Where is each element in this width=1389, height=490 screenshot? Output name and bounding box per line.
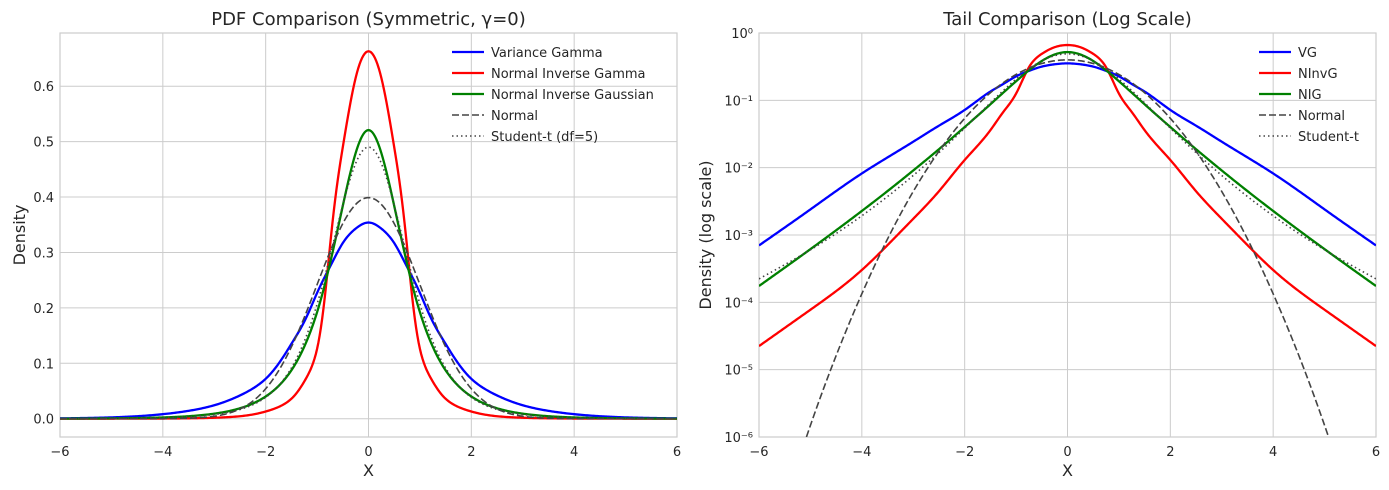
y-tick-label: 10⁻² xyxy=(724,162,753,177)
chart-title: PDF Comparison (Symmetric, γ=0) xyxy=(211,9,526,30)
series-line-2 xyxy=(759,43,1376,348)
chart-title: Tail Comparison (Log Scale) xyxy=(942,9,1192,30)
series-line-4 xyxy=(805,59,1330,437)
y-tick-label: 10⁻¹ xyxy=(724,94,753,109)
legend-label: Normal xyxy=(1298,109,1345,124)
x-tick-label: 6 xyxy=(673,445,681,460)
x-tick-label: −4 xyxy=(153,445,172,460)
x-tick-label: 0 xyxy=(364,445,372,460)
x-tick-label: −6 xyxy=(50,445,69,460)
x-tick-label: −2 xyxy=(955,445,974,460)
legend-label: Normal Inverse Gaussian xyxy=(491,88,654,103)
x-tick-label: 2 xyxy=(467,445,475,460)
series-line-3 xyxy=(759,50,1376,287)
y-tick-label: 0.0 xyxy=(33,413,54,428)
y-tick-label: 0.2 xyxy=(33,302,54,317)
y-tick-label: 0.6 xyxy=(33,80,54,95)
x-tick-label: −4 xyxy=(852,445,871,460)
series-line-4 xyxy=(60,196,677,420)
plot-frame xyxy=(59,32,678,438)
legend-label: NIG xyxy=(1298,88,1322,103)
plot-frame xyxy=(758,32,1377,438)
y-axis-label: Density xyxy=(10,205,29,266)
x-axis-label: X xyxy=(363,461,374,480)
x-tick-label: 6 xyxy=(1372,445,1380,460)
series-line-1 xyxy=(60,221,677,420)
legend-label: VG xyxy=(1298,46,1317,61)
x-axis-label: X xyxy=(1062,461,1073,480)
x-tick-label: 2 xyxy=(1166,445,1174,460)
y-axis-label: Density (log scale) xyxy=(696,160,715,309)
legend-label: Normal Inverse Gamma xyxy=(491,67,646,82)
y-tick-label: 10⁻³ xyxy=(724,229,753,244)
y-tick-label: 0.3 xyxy=(33,246,54,261)
x-tick-label: 4 xyxy=(570,445,578,460)
y-tick-label: 10⁻⁴ xyxy=(724,296,753,311)
x-tick-label: −2 xyxy=(256,445,275,460)
pdf-comparison-chart: −6 −4 −2 0 2 4 6 0.0 0.1 0.2 0.3 0.4 0.5 0.6 Variance … xyxy=(10,9,681,480)
x-tick-label: 4 xyxy=(1269,445,1277,460)
series-line-3 xyxy=(60,128,677,420)
y-tick-label: 0.1 xyxy=(33,357,54,372)
y-tick-label: 0.4 xyxy=(33,191,54,206)
legend-label: Normal xyxy=(491,109,538,124)
y-tick-label: 10⁻⁵ xyxy=(724,364,753,379)
y-tick-label: 10⁻⁶ xyxy=(724,431,753,446)
legend-label: Student-t (df=5) xyxy=(491,130,598,145)
y-tick-label: 10⁰ xyxy=(731,27,753,42)
y-tick-label: 0.5 xyxy=(33,136,54,151)
legend-label: Variance Gamma xyxy=(491,46,603,61)
legend-label: NInvG xyxy=(1298,67,1338,82)
tail-comparison-chart: −6 −4 −2 0 2 4 6 10⁰ 10⁻¹ 10⁻² 10⁻³ 10⁻⁴ 10⁻⁵ 10⁻⁶ VG N… xyxy=(696,9,1380,480)
series-line-1 xyxy=(759,62,1376,247)
x-tick-label: −6 xyxy=(749,445,768,460)
x-tick-label: 0 xyxy=(1063,445,1071,460)
legend-label: Student-t xyxy=(1298,130,1359,145)
